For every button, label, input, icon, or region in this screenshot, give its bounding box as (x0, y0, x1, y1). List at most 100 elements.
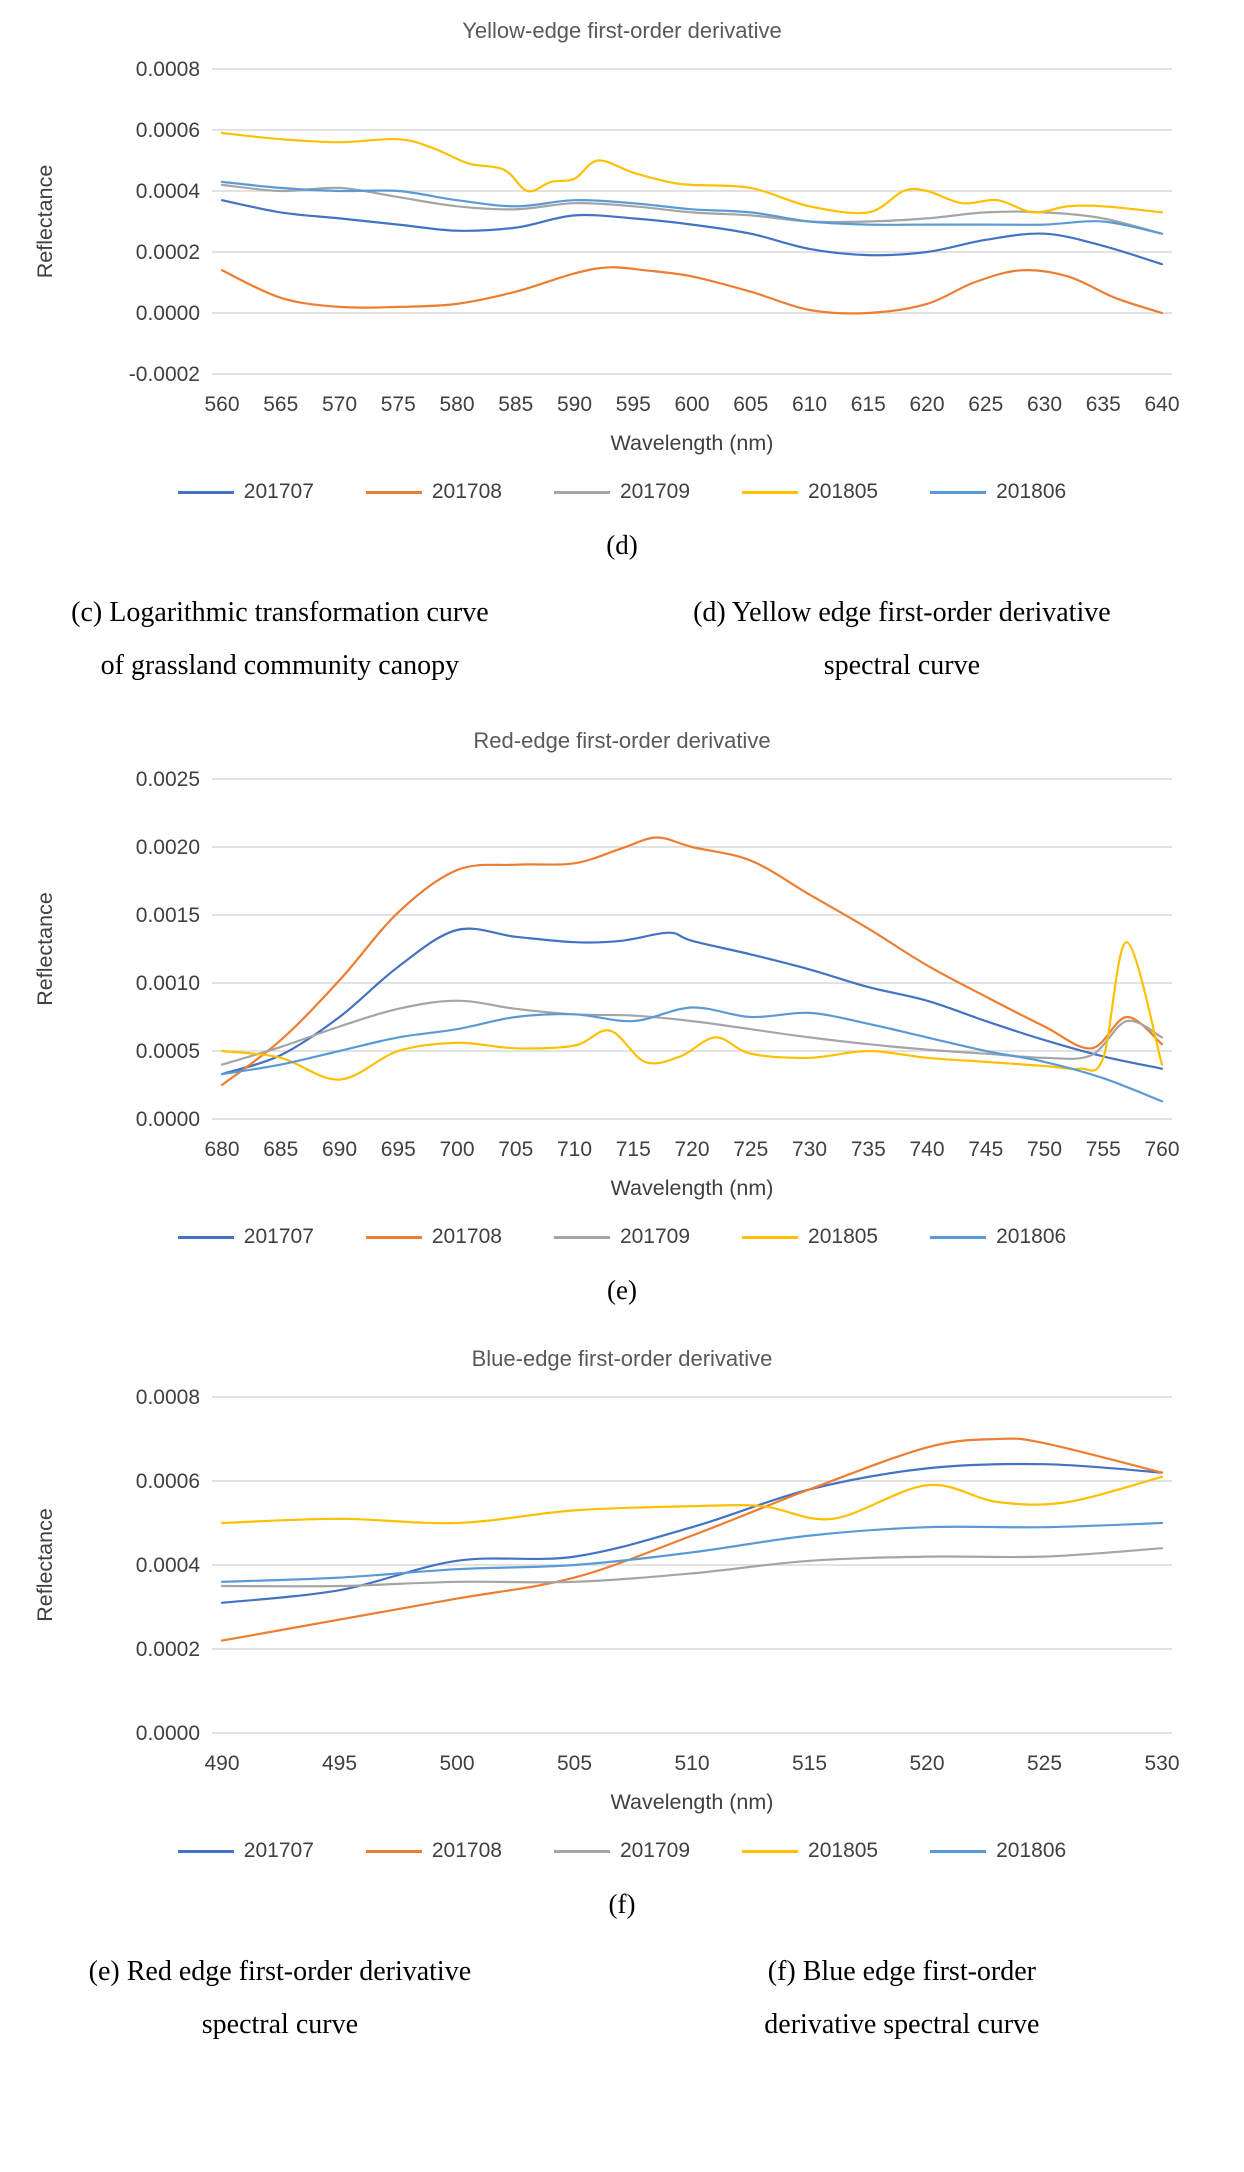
legend-label: 201806 (996, 1839, 1067, 1863)
series-line-201709 (220, 183, 1164, 235)
x-tick-label: 705 (498, 1138, 533, 1161)
legend-item: 201707 (177, 480, 314, 504)
panel-label-e: (e) (607, 1275, 637, 1306)
series-line-201806 (220, 1006, 1164, 1103)
series-line-201805 (220, 941, 1164, 1081)
caption-e-line2: spectral curve (201, 2008, 359, 2040)
legend-label: 201708 (431, 480, 502, 503)
y-tick-label: 0.0020 (136, 836, 200, 859)
x-tick-label: 760 (1144, 1138, 1179, 1161)
x-tick-label: 560 (204, 393, 239, 416)
x-tick-label: 685 (263, 1138, 298, 1161)
chart-plot-yellow-edge: 0.0008 0.0006 0.0004 0.0002 0.0000 -0.0002560… (33, 58, 1180, 455)
legend-line-sample (553, 490, 610, 494)
legend-line-sample (930, 1235, 987, 1239)
x-tick-label: 640 (1144, 393, 1179, 416)
caption-row-2: (e) Red edge first-order derivative spec… (0, 1946, 1244, 2051)
y-axis-title: Reflectance (33, 165, 57, 279)
y-tick-label: 0.0025 (136, 768, 200, 791)
legend-line-sample (177, 1235, 234, 1239)
x-tick-label: 700 (439, 1138, 474, 1161)
x-tick-label: 585 (498, 393, 533, 416)
x-tick-label: 520 (909, 1752, 944, 1775)
x-tick-label: 495 (322, 1752, 357, 1775)
x-tick-label: 710 (557, 1138, 592, 1161)
caption-d-line2: spectral curve (823, 649, 981, 681)
series-line-201707 (220, 1463, 1164, 1605)
series-line-201708 (220, 1437, 1164, 1642)
legend-item: 201806 (930, 480, 1066, 504)
y-tick-label: 0.0000 (136, 1108, 200, 1131)
series-line-201708 (220, 266, 1164, 315)
legend-line-sample (177, 490, 234, 494)
caption-d: (d) Yellow edge first-order derivative s… (560, 587, 1244, 692)
x-tick-label: 600 (674, 393, 709, 416)
legend-item: 201708 (365, 1225, 502, 1249)
legend-label: 201707 (243, 1225, 314, 1249)
legend-label: 201709 (619, 480, 691, 503)
series-line-201707 (220, 927, 1164, 1076)
y-tick-label: 0.0005 (136, 1040, 200, 1063)
y-tick-label: 0.0000 (136, 302, 200, 325)
caption-row-1: (c) Logarithmic transformation curve of … (0, 587, 1244, 692)
x-tick-label: 530 (1144, 1752, 1179, 1775)
chart-section-yellow-edge: Yellow-edge first-order derivative 0.000… (0, 18, 1244, 561)
legend-line-sample (930, 490, 987, 494)
y-tick-label: 0.0002 (136, 1638, 200, 1661)
x-tick-label: 610 (792, 393, 827, 416)
x-tick-label: 680 (204, 1138, 239, 1161)
legend-line-sample (365, 490, 422, 494)
legend-line-sample (553, 1849, 610, 1853)
legend-item: 201805 (742, 1839, 878, 1863)
x-tick-label: 615 (851, 393, 886, 416)
series-line-201805 (220, 131, 1164, 215)
legend-line-sample (553, 1235, 610, 1239)
x-tick-label: 740 (909, 1138, 944, 1161)
chart-legend-blue-edge: 201707 201708 201709 201805 201806 (0, 1839, 1244, 1863)
x-tick-label: 620 (909, 393, 944, 416)
legend-label: 201708 (431, 1225, 502, 1249)
x-tick-label: 500 (439, 1752, 474, 1775)
y-tick-label: 0.0010 (136, 972, 200, 995)
x-tick-label: 525 (1027, 1752, 1062, 1775)
x-tick-label: 570 (322, 393, 357, 416)
chart-title-yellow-edge: Yellow-edge first-order derivative (462, 18, 782, 43)
legend-item: 201805 (742, 480, 878, 504)
y-tick-label: 0.0004 (136, 180, 201, 203)
legend-item: 201806 (930, 1839, 1066, 1863)
legend-item: 201709 (553, 1225, 690, 1249)
legend-item: 201709 (553, 1839, 691, 1863)
series-line-201709 (220, 999, 1164, 1066)
x-tick-label: 605 (733, 393, 768, 416)
x-tick-label: 735 (851, 1138, 886, 1161)
y-tick-label: 0.0008 (136, 1386, 200, 1409)
x-tick-label: 580 (439, 393, 474, 416)
chart-section-red-edge: Red-edge first-order derivative 0.0025 0.… (0, 728, 1244, 1306)
x-axis-title: Wavelength (nm) (611, 1176, 774, 1200)
series-line-201709 (220, 1547, 1164, 1588)
legend-label: 201708 (431, 1839, 502, 1863)
y-tick-label: 0.0015 (136, 904, 200, 927)
x-tick-label: 745 (968, 1138, 1003, 1161)
legend-label: 201707 (243, 1839, 314, 1863)
x-tick-label: 690 (322, 1138, 357, 1161)
legend-line-sample (365, 1235, 422, 1239)
series-line-201707 (220, 199, 1164, 266)
chart-legend-red-edge: 201707 201708 201709 201805 201806 (0, 1225, 1244, 1249)
y-tick-label: 0.0002 (136, 241, 200, 264)
y-tick-label: -0.0002 (129, 363, 200, 386)
x-tick-label: 750 (1027, 1138, 1062, 1161)
chart-title-red-edge: Red-edge first-order derivative (473, 728, 771, 754)
x-tick-label: 730 (792, 1138, 827, 1161)
caption-f-line1: (f) Blue edge first-order (767, 1956, 1036, 1988)
x-tick-label: 565 (263, 393, 298, 416)
panel-label-d: (d) (606, 530, 638, 560)
caption-c-line1: (c) Logarithmic transformation curve (71, 597, 489, 628)
y-axis-title: Reflectance (33, 892, 57, 1006)
legend-label: 201709 (619, 1839, 691, 1863)
legend-item: 201708 (365, 480, 502, 504)
legend-line-sample (177, 1849, 234, 1853)
legend-label: 201805 (808, 1225, 879, 1249)
